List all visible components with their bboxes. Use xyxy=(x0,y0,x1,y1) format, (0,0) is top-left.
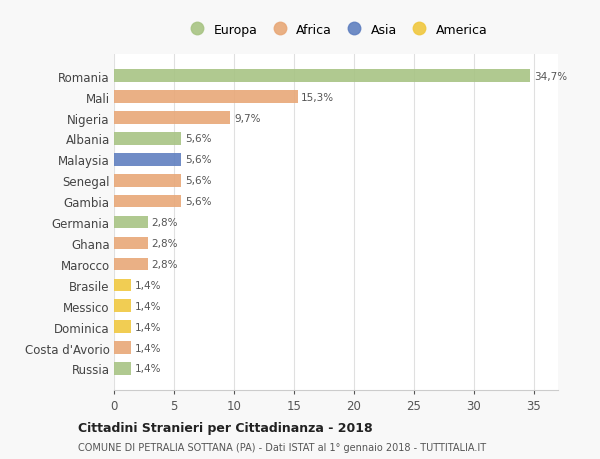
Bar xyxy=(114,216,148,229)
Text: 15,3%: 15,3% xyxy=(301,92,334,102)
Bar xyxy=(114,237,148,250)
Text: 5,6%: 5,6% xyxy=(185,197,211,207)
Bar xyxy=(114,258,148,271)
Bar xyxy=(114,196,181,208)
Bar xyxy=(114,174,181,187)
Text: COMUNE DI PETRALIA SOTTANA (PA) - Dati ISTAT al 1° gennaio 2018 - TUTTITALIA.IT: COMUNE DI PETRALIA SOTTANA (PA) - Dati I… xyxy=(78,442,486,452)
Text: 2,8%: 2,8% xyxy=(151,259,178,269)
Bar xyxy=(114,300,131,312)
Bar xyxy=(114,112,230,124)
Text: 5,6%: 5,6% xyxy=(185,155,211,165)
Text: 2,8%: 2,8% xyxy=(151,239,178,248)
Legend: Europa, Africa, Asia, America: Europa, Africa, Asia, America xyxy=(182,21,490,39)
Text: 1,4%: 1,4% xyxy=(134,322,161,332)
Bar xyxy=(114,133,181,146)
Bar xyxy=(114,279,131,291)
Bar xyxy=(114,70,530,83)
Text: 9,7%: 9,7% xyxy=(234,113,260,123)
Text: 1,4%: 1,4% xyxy=(134,364,161,374)
Text: Cittadini Stranieri per Cittadinanza - 2018: Cittadini Stranieri per Cittadinanza - 2… xyxy=(78,421,373,434)
Text: 34,7%: 34,7% xyxy=(534,72,567,82)
Bar xyxy=(114,91,298,104)
Text: 2,8%: 2,8% xyxy=(151,218,178,228)
Text: 5,6%: 5,6% xyxy=(185,134,211,144)
Text: 1,4%: 1,4% xyxy=(134,280,161,290)
Text: 5,6%: 5,6% xyxy=(185,176,211,186)
Bar xyxy=(114,321,131,333)
Bar xyxy=(114,341,131,354)
Text: 1,4%: 1,4% xyxy=(134,301,161,311)
Bar xyxy=(114,154,181,166)
Text: 1,4%: 1,4% xyxy=(134,343,161,353)
Bar xyxy=(114,363,131,375)
